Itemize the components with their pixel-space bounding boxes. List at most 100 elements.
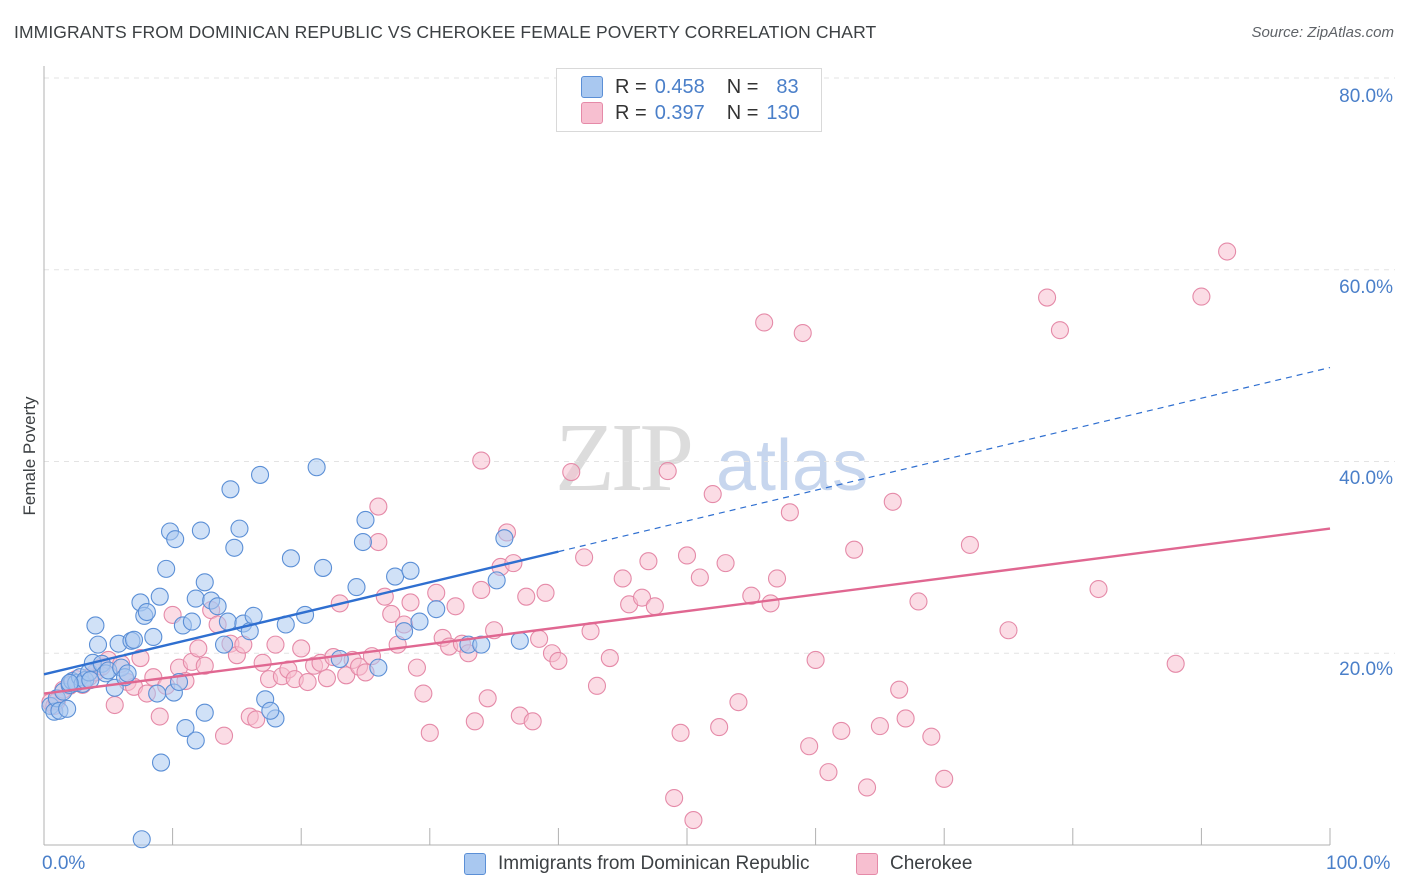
data-point — [307, 458, 326, 477]
data-point — [86, 616, 105, 635]
trend-line — [43, 550, 559, 676]
data-point — [176, 718, 195, 738]
data-point — [214, 726, 234, 745]
data-point — [472, 635, 491, 654]
data-point — [221, 480, 240, 499]
data-point — [186, 731, 205, 750]
n-label: N = — [726, 101, 759, 124]
data-point — [218, 612, 237, 631]
y-tick-label: 80.0% — [1339, 86, 1393, 107]
data-point — [369, 658, 388, 677]
data-point — [427, 600, 446, 619]
data-point — [386, 567, 405, 586]
data-point — [883, 492, 902, 511]
legend-swatch — [856, 853, 878, 875]
data-point — [761, 594, 780, 613]
data-point — [845, 540, 864, 559]
x-tick-label: 0.0% — [42, 853, 86, 874]
data-point — [337, 666, 356, 685]
data-point — [832, 721, 851, 740]
data-point — [465, 712, 484, 731]
watermark: ZIP atlas — [555, 404, 868, 512]
chart-title: IMMIGRANTS FROM DOMINICAN REPUBLIC VS CH… — [14, 22, 877, 42]
data-point — [530, 629, 549, 648]
data-point — [230, 519, 249, 538]
trend-lines — [43, 366, 1331, 695]
data-point — [729, 693, 748, 712]
data-point — [150, 587, 169, 606]
data-point — [401, 593, 420, 612]
data-point — [427, 583, 446, 602]
data-point — [677, 546, 697, 565]
r-value: 0.458 — [654, 75, 705, 98]
data-point — [600, 648, 619, 668]
data-point — [472, 580, 491, 600]
data-point — [960, 535, 979, 554]
data-point — [395, 622, 414, 641]
data-point — [292, 639, 311, 658]
data-point — [922, 727, 941, 746]
data-point — [150, 707, 169, 726]
data-point — [446, 597, 465, 616]
data-point — [266, 635, 285, 654]
trend-line-extension — [558, 366, 1331, 553]
data-point — [347, 578, 366, 597]
data-point — [144, 627, 163, 647]
data-point — [281, 549, 300, 568]
data-point — [353, 532, 372, 552]
data-point — [1089, 579, 1108, 599]
data-point — [587, 676, 607, 695]
data-point — [909, 592, 928, 611]
data-point — [1166, 654, 1185, 673]
n-value: 83 — [776, 75, 799, 98]
data-point — [710, 718, 729, 737]
data-point — [613, 569, 632, 588]
data-point — [780, 503, 799, 522]
data-point — [639, 552, 658, 571]
axes — [43, 66, 1331, 846]
data-point — [632, 588, 652, 607]
data-point — [225, 538, 244, 557]
data-point — [806, 650, 825, 670]
n-value: 130 — [766, 101, 800, 124]
data-point — [88, 635, 108, 654]
data-point — [690, 568, 709, 587]
data-point — [517, 587, 536, 606]
data-point — [1192, 287, 1211, 306]
data-point — [665, 788, 684, 808]
data-point — [132, 830, 151, 849]
data-point — [166, 530, 185, 549]
data-point — [317, 669, 336, 688]
r-value: 0.397 — [654, 101, 705, 124]
y-tick-label: 20.0% — [1339, 659, 1393, 680]
data-point — [118, 664, 137, 683]
data-point — [716, 554, 735, 573]
data-point — [314, 558, 333, 577]
data-point — [195, 703, 214, 722]
data-point — [549, 651, 568, 670]
data-point — [330, 649, 349, 669]
data-point — [523, 712, 542, 731]
data-point — [935, 769, 954, 788]
data-point — [755, 313, 774, 332]
data-point — [870, 717, 889, 736]
data-point — [189, 639, 208, 658]
data-point — [742, 586, 761, 605]
data-point — [487, 571, 506, 590]
data-point — [382, 604, 401, 623]
dominican-points — [41, 458, 529, 849]
data-point — [157, 559, 176, 578]
legend-item-dominican: Immigrants from Dominican Republic — [464, 852, 810, 876]
data-point — [58, 699, 77, 718]
legend-label: Cherokee — [890, 853, 973, 874]
data-point — [195, 656, 214, 675]
data-point — [410, 612, 429, 631]
data-point — [407, 658, 426, 677]
data-point — [250, 465, 270, 484]
data-point — [896, 709, 915, 728]
data-point — [105, 695, 124, 715]
x-tick-label: 100.0% — [1326, 853, 1391, 874]
data-point — [131, 648, 150, 668]
n-label: N = — [726, 75, 759, 98]
